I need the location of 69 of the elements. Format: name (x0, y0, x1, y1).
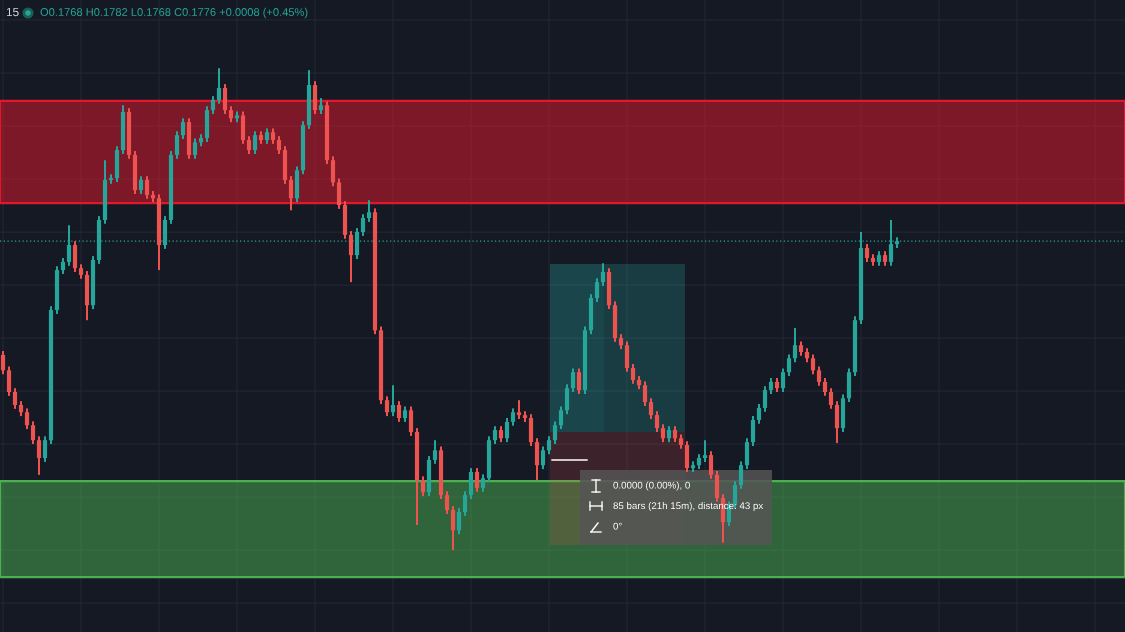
candlestick (816, 365, 822, 387)
candlestick (564, 383, 570, 416)
candlestick (30, 420, 36, 446)
candlestick (702, 439, 708, 463)
candlestick (456, 507, 462, 536)
candlestick (708, 450, 714, 480)
candlestick (594, 277, 600, 303)
chart-subtitle: O0.1768 H0.1782 L0.1768 C0.1776 +0.0008 (+0.45%) (40, 7, 308, 19)
candlestick (654, 410, 660, 433)
candlestick (462, 490, 468, 517)
candlestick (474, 467, 480, 493)
candlestick (396, 400, 402, 423)
candlestick (174, 130, 180, 160)
candlestick (390, 384, 396, 418)
candlestick (750, 415, 756, 447)
candlestick (408, 405, 414, 437)
candlestick (36, 435, 42, 476)
candlestick (42, 435, 48, 463)
candlestick (762, 385, 768, 413)
candlestick (252, 130, 258, 155)
candlestick (222, 83, 228, 115)
candlestick (504, 417, 510, 444)
candlestick (516, 399, 522, 420)
candlestick (792, 326, 798, 364)
candlestick (12, 387, 18, 410)
candlestick (552, 420, 558, 446)
candlestick (192, 137, 198, 160)
candlestick (330, 155, 336, 188)
candlestick (744, 437, 750, 471)
candlestick (600, 262, 606, 287)
candlestick (24, 407, 30, 431)
candlestick (468, 467, 474, 500)
candlestick (288, 175, 294, 212)
candlestick (180, 117, 186, 141)
candlestick (144, 175, 150, 200)
candlestick (558, 405, 564, 431)
candlestick (366, 199, 372, 223)
candlestick (450, 505, 456, 552)
candlestick (216, 67, 222, 105)
candlestick (384, 395, 390, 418)
candlestick (684, 440, 690, 473)
candlestick (360, 213, 366, 237)
candlestick (420, 475, 426, 498)
candlestick (786, 353, 792, 378)
candlestick (432, 439, 438, 465)
candlestick (0, 350, 6, 376)
candlestick (72, 240, 78, 274)
candlestick (624, 340, 630, 373)
candlestick (642, 380, 648, 407)
candlestick (810, 353, 816, 376)
candlestick (348, 230, 354, 284)
candlestick (648, 397, 654, 420)
candlestick (828, 387, 834, 410)
candlestick (6, 365, 12, 397)
annotation: 0° (613, 522, 622, 530)
candlestick (570, 367, 576, 393)
candlestick (756, 403, 762, 425)
candlestick (540, 445, 546, 471)
chart-title: 15 (6, 7, 19, 17)
candlestick (630, 363, 636, 385)
candlestick (714, 470, 720, 503)
candlestick (336, 177, 342, 210)
candlestick (576, 367, 582, 395)
candlestick (444, 490, 450, 515)
candlestick (780, 367, 786, 393)
annotation: 0.0000 (0.00%), 0 (613, 481, 690, 491)
candlestick (834, 400, 840, 445)
candlestick (534, 437, 540, 482)
candlestick (738, 460, 744, 490)
